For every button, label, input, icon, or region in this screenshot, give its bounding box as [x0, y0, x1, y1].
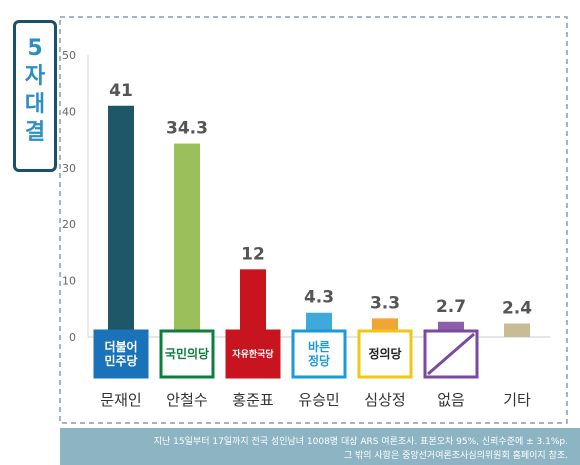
footnote-bar: 지난 15일부터 17일까지 전국 성인남녀 1008명 대상 ARS 여론조사… [60, 428, 580, 465]
y-tick-label: 0 [69, 331, 76, 344]
party-logo [225, 329, 281, 379]
y-tick-label: 30 [62, 162, 76, 175]
category-label: 없음 [437, 391, 465, 409]
party-logo [357, 329, 413, 379]
party-logo [291, 329, 347, 379]
category-label: 문재인 [100, 391, 141, 409]
title-char: 자 [24, 64, 46, 89]
party-logo [159, 329, 215, 379]
footnote-line-1: 지난 15일부터 17일까지 전국 성인남녀 1008명 대상 ARS 여론조사… [153, 437, 568, 447]
category-labels: 문재인 안철수 홍준표 유승민 심상정 없음 기타 [100, 391, 531, 409]
party-logo-text: 정당 [308, 353, 330, 368]
bar [504, 323, 530, 337]
y-tick-label: 40 [62, 105, 76, 118]
value-label: 2.4 [502, 298, 532, 318]
category-label: 안철수 [166, 391, 207, 409]
category-label: 심상정 [364, 391, 405, 409]
bar [174, 143, 200, 337]
party-logo [93, 329, 149, 379]
y-tick-label: 20 [62, 218, 76, 231]
value-label: 41 [109, 81, 133, 101]
slash-mark [427, 332, 475, 376]
y-axis-ticks: 0 10 20 30 40 50 [62, 49, 76, 344]
title-char: 대 [24, 92, 46, 117]
bar [240, 269, 266, 337]
party-logo-text: 바른 [308, 339, 330, 354]
value-label: 34.3 [166, 119, 208, 139]
value-label: 4.3 [304, 288, 334, 308]
party-logo-text: 더불어 [104, 339, 137, 354]
y-tick-label: 10 [62, 275, 76, 288]
y-tick-label: 50 [62, 49, 76, 62]
title-char: 결 [24, 120, 46, 145]
bar [108, 105, 134, 337]
party-logo-text: 자유한국당 [232, 348, 274, 360]
category-label: 유승민 [298, 391, 339, 409]
category-label: 기타 [503, 391, 531, 409]
party-logo-text: 국민의당 [165, 346, 209, 361]
footnote-line-2: 그 밖의 사항은 중앙선거여론조사심의위원회 홈페이지 참조. [343, 451, 568, 461]
value-label: 12 [241, 244, 265, 264]
party-logo-text: 민주당 [104, 353, 137, 368]
value-label: 3.3 [370, 293, 400, 313]
value-label: 2.7 [436, 297, 466, 317]
title-char: 5 [27, 36, 43, 61]
category-label: 홍준표 [232, 391, 274, 409]
party-logo-text: 정의당 [368, 346, 401, 361]
chart-frame [59, 16, 568, 424]
value-labels: 41 34.3 12 4.3 3.3 2.7 2.4 [109, 81, 532, 319]
